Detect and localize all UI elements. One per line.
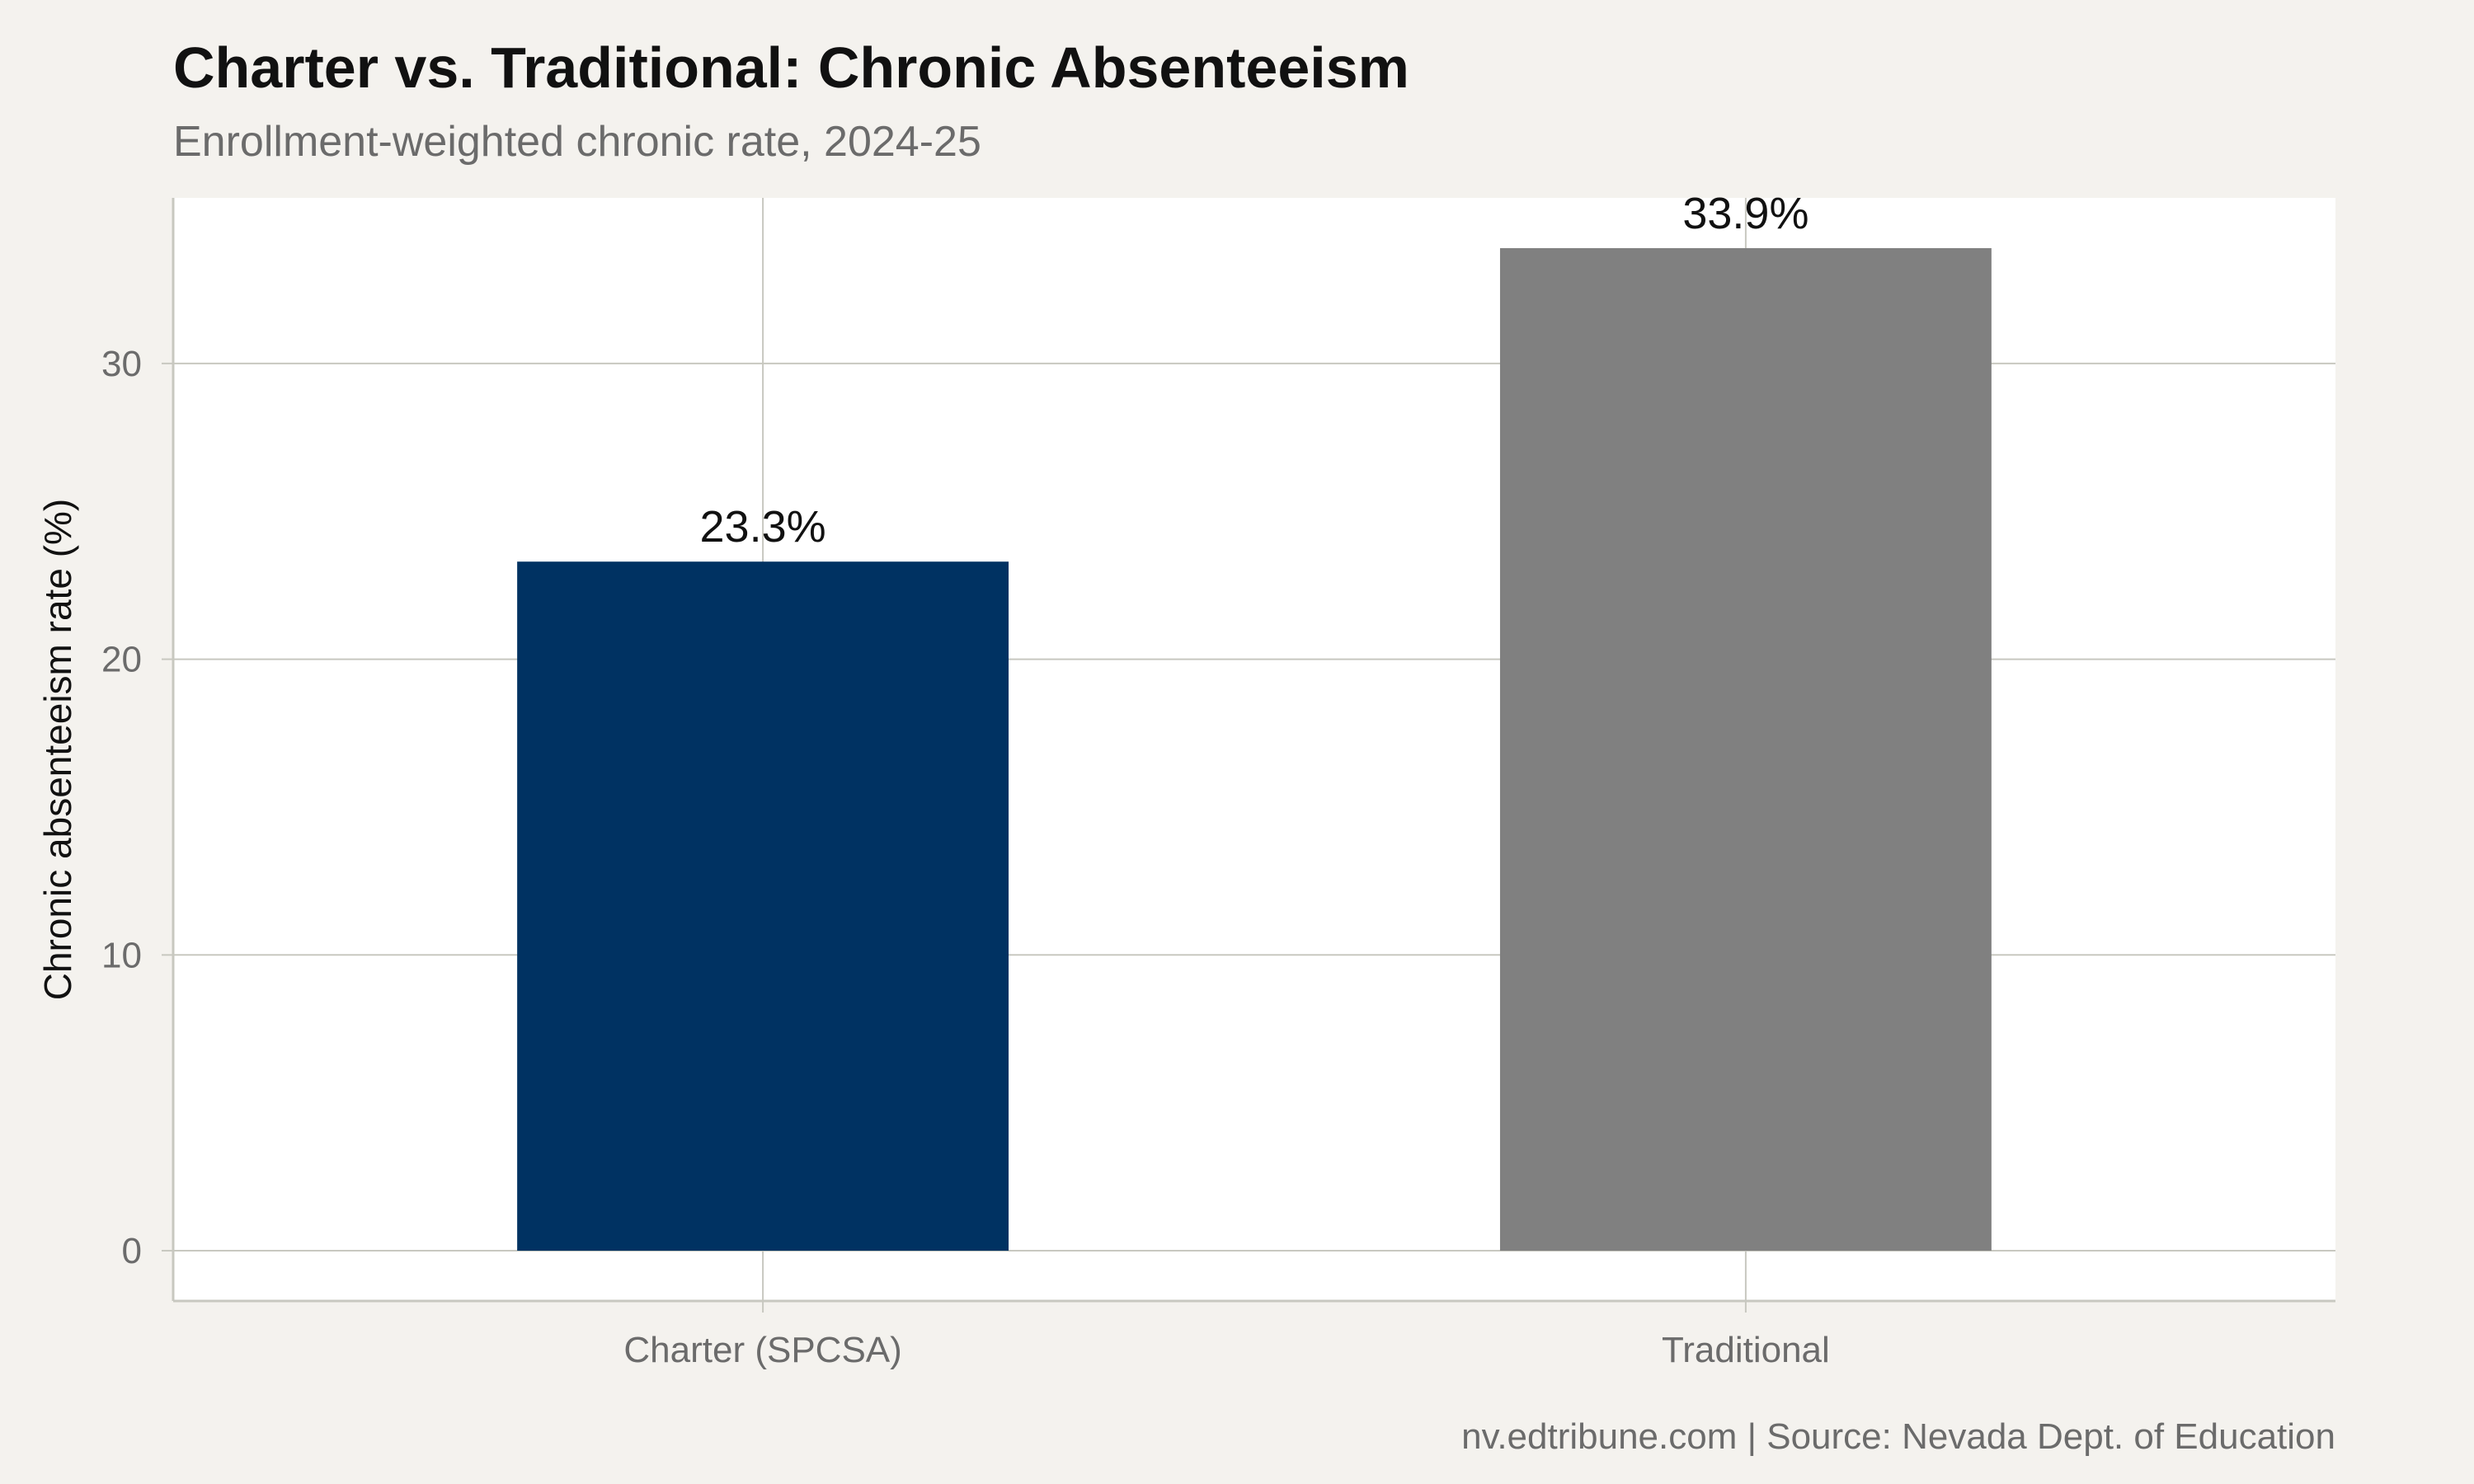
chart-title: Charter vs. Traditional: Chronic Absente… xyxy=(173,35,1409,100)
y-tick-label: 30 xyxy=(101,344,142,384)
labels: 0 10 20 30 23.3% 33.9% Charter (SPCSA) Traditio… xyxy=(101,189,1830,1370)
y-tick-label: 10 xyxy=(101,935,142,975)
bar-value-label: 23.3% xyxy=(700,502,826,552)
bars xyxy=(517,247,1992,1252)
chart-caption: nv.edtribune.com | Source: Nevada Dept. … xyxy=(1461,1416,2335,1457)
y-tick-label: 0 xyxy=(122,1231,142,1271)
y-tick-label: 20 xyxy=(101,640,142,680)
x-tick-label: Traditional xyxy=(1662,1330,1830,1370)
bar xyxy=(517,561,1009,1252)
bar-value-label: 33.9% xyxy=(1682,189,1808,238)
bar xyxy=(1499,247,1992,1252)
x-tick-label: Charter (SPCSA) xyxy=(623,1330,901,1370)
chart-subtitle: Enrollment-weighted chronic rate, 2024-2… xyxy=(173,118,981,166)
axes xyxy=(162,198,2335,1313)
y-axis-title: Chronic absenteeism rate (%) xyxy=(36,499,79,1000)
